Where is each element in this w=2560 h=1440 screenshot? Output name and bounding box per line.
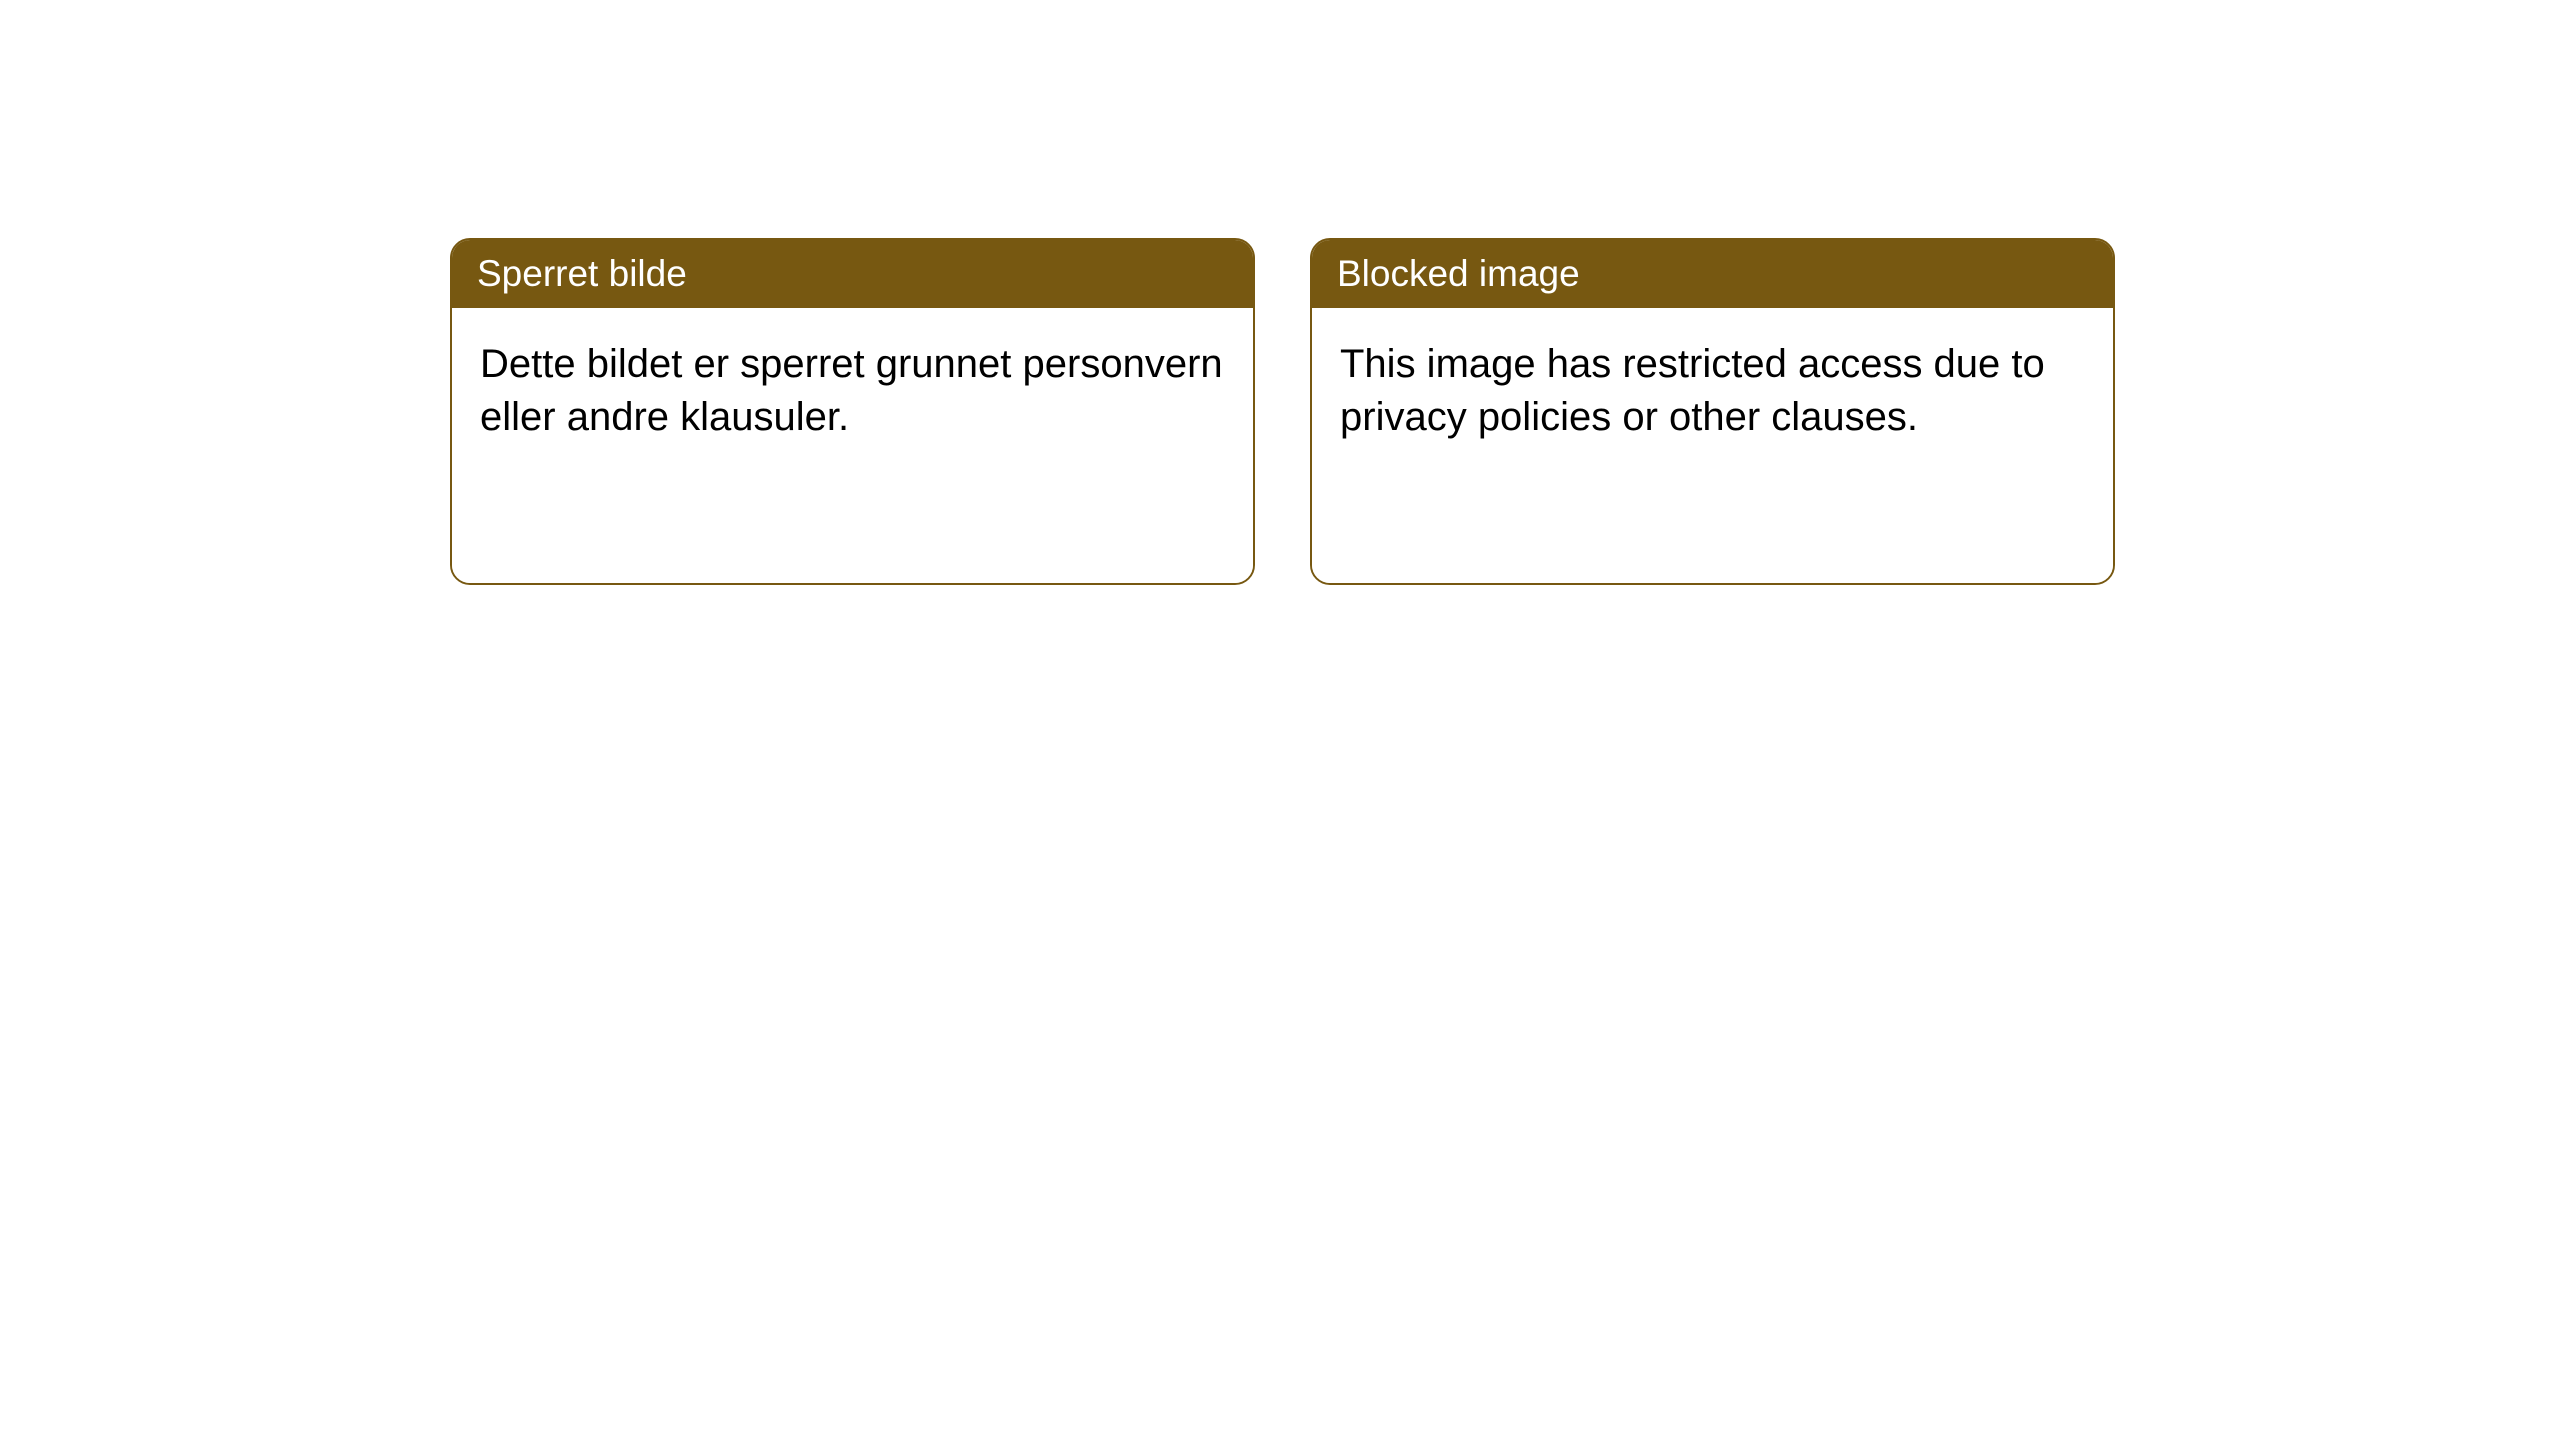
notice-body-english: This image has restricted access due to … [1312, 308, 2113, 583]
notice-container: Sperret bilde Dette bildet er sperret gr… [450, 238, 2115, 585]
notice-body-norwegian: Dette bildet er sperret grunnet personve… [452, 308, 1253, 583]
notice-card-norwegian: Sperret bilde Dette bildet er sperret gr… [450, 238, 1255, 585]
notice-header-english: Blocked image [1312, 240, 2113, 308]
notice-header-norwegian: Sperret bilde [452, 240, 1253, 308]
notice-card-english: Blocked image This image has restricted … [1310, 238, 2115, 585]
